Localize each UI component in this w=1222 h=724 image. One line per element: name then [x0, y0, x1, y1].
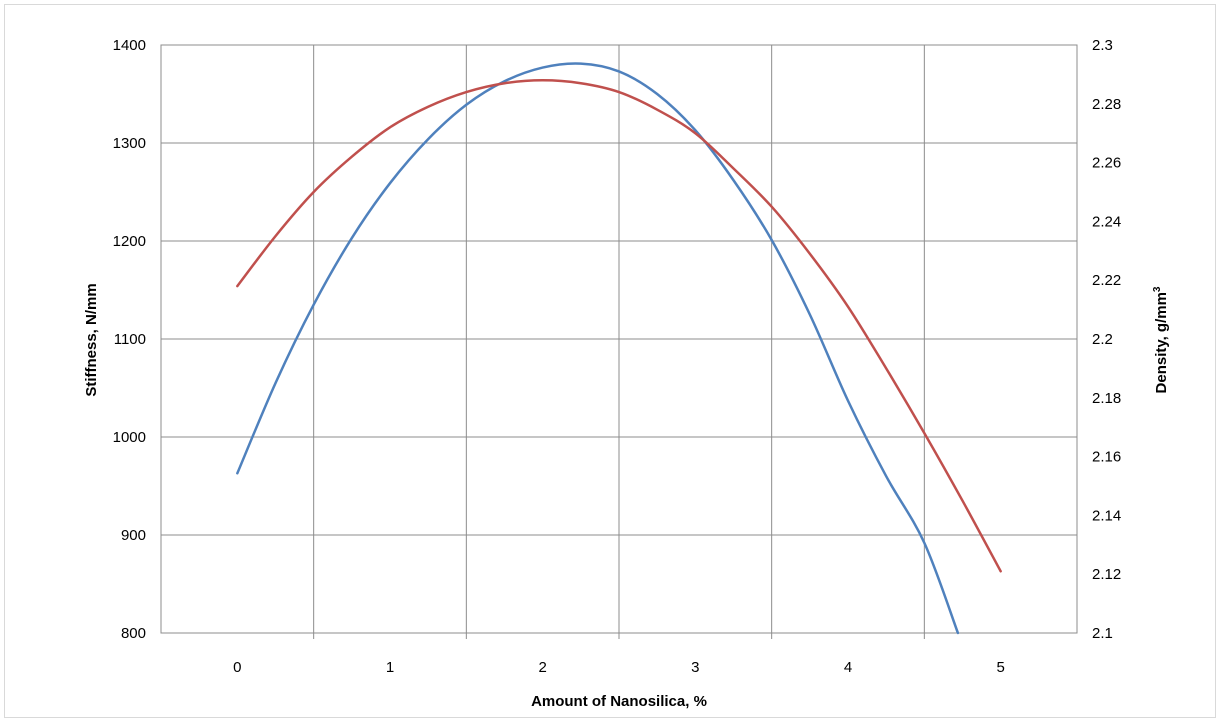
x-tick-label: 2: [538, 659, 546, 676]
y-right-tick-label: 2.24: [1092, 213, 1121, 230]
y-right-tick-label: 2.18: [1092, 390, 1121, 407]
x-tick-label: 5: [996, 659, 1004, 676]
y-right-tick-label: 2.28: [1092, 96, 1121, 113]
y-right-tick-label: 2.22: [1092, 272, 1121, 289]
y-right-tick-label: 2.26: [1092, 155, 1121, 172]
y-left-tick-label: 1400: [113, 37, 146, 54]
chart-frame: [4, 4, 1216, 718]
y-left-tick-label: 1000: [113, 429, 146, 446]
y-left-tick-label: 1100: [114, 331, 146, 348]
y-left-tick-label: 1300: [113, 135, 146, 152]
y-left-tick-label: 800: [121, 625, 146, 642]
y-left-tick-label: 1200: [113, 233, 146, 250]
y-axis-right-title-base: Density, g/mm: [1153, 292, 1170, 393]
stiffness-series-line: [236, 62, 960, 635]
y-axis-right-title-sup: 3: [1152, 286, 1163, 292]
y-axis-right-title: Density, g/mm3: [1152, 286, 1170, 393]
grid-lines: [160, 44, 1078, 639]
x-axis-title: Amount of Nanosilica, %: [531, 693, 707, 710]
y-axis-left-title: Stiffness, N/mm: [83, 283, 100, 396]
x-tick-label: 4: [844, 659, 852, 676]
y-right-tick-label: 2.1: [1092, 625, 1113, 642]
tick-labels: 800 900 1000 1100 1200 1300 1400 0 1 2 3 4 5 2.1 2.12 2…: [113, 37, 1122, 676]
y-right-tick-label: 2.12: [1092, 566, 1121, 583]
x-tick-label: 1: [386, 659, 394, 676]
y-left-tick-label: 900: [121, 527, 146, 544]
x-tick-label: 3: [691, 659, 699, 676]
y-right-tick-label: 2.3: [1092, 37, 1113, 54]
y-right-tick-label: 2.2: [1092, 331, 1113, 348]
y-right-tick-label: 2.16: [1092, 449, 1121, 466]
x-tick-label: 0: [233, 659, 241, 676]
density-series-line: [236, 79, 1002, 573]
y-right-tick-label: 2.14: [1092, 507, 1121, 524]
series-layer: [236, 62, 1002, 635]
